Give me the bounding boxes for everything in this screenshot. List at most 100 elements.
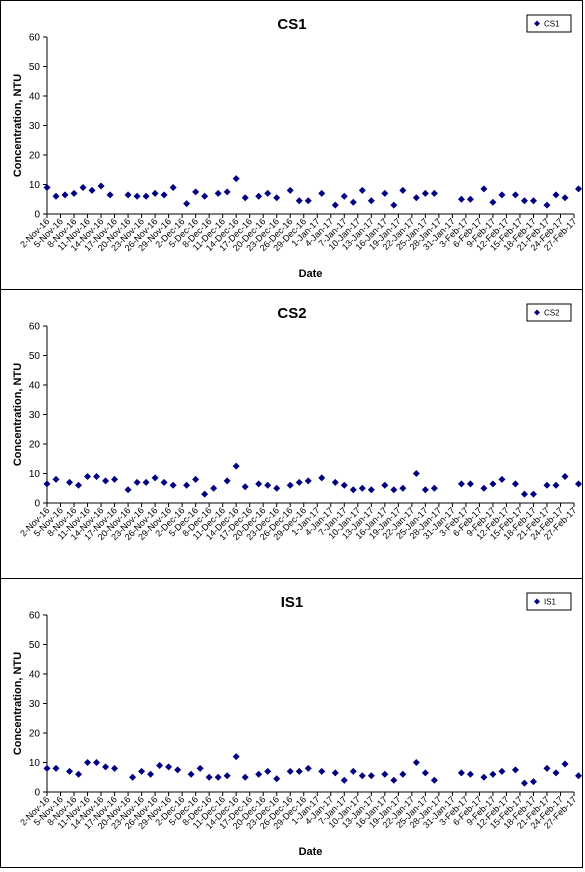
data-point [201, 192, 209, 200]
data-point [367, 197, 375, 205]
data-point [480, 773, 488, 781]
data-point [349, 486, 357, 494]
legend-label: CS2 [544, 309, 560, 318]
data-point [133, 192, 141, 200]
data-point [318, 474, 326, 482]
y-tick-label: 40 [29, 92, 41, 103]
data-point [529, 778, 537, 786]
data-point [358, 484, 366, 492]
data-point [223, 188, 231, 196]
data-point [138, 767, 146, 775]
data-point [223, 477, 231, 485]
data-point [430, 484, 438, 492]
data-point [304, 197, 312, 205]
data-point [75, 770, 83, 778]
data-point [331, 769, 339, 777]
data-point [304, 764, 312, 772]
data-point [201, 490, 209, 498]
data-point [88, 186, 96, 194]
data-point [381, 770, 389, 778]
data-point [430, 189, 438, 197]
data-point [97, 182, 105, 190]
y-axis-title: Concentration, NTU [12, 652, 24, 755]
x-axis-title: Date [299, 268, 323, 280]
y-tick-label: 40 [29, 670, 41, 681]
y-tick-label: 10 [29, 758, 41, 769]
data-point [489, 770, 497, 778]
data-point [264, 767, 272, 775]
data-point [223, 772, 231, 780]
data-point [129, 773, 137, 781]
y-tick-label: 30 [29, 699, 41, 710]
data-point [349, 198, 357, 206]
data-point [66, 767, 74, 775]
data-point [318, 767, 326, 775]
data-point [165, 763, 173, 771]
data-point [367, 486, 375, 494]
data-point [399, 186, 407, 194]
data-point [75, 481, 83, 489]
data-point [331, 201, 339, 209]
data-point [70, 189, 78, 197]
data-point [466, 770, 474, 778]
data-point [381, 189, 389, 197]
data-point [84, 472, 92, 480]
chart-cs2: CS201020304050602-Nov-165-Nov-168-Nov-16… [12, 303, 583, 542]
data-point [304, 477, 312, 485]
data-point [552, 481, 560, 489]
data-point [264, 189, 272, 197]
data-point [498, 475, 506, 483]
data-point [561, 472, 569, 480]
data-point [498, 767, 506, 775]
data-point [543, 201, 551, 209]
y-tick-label: 0 [34, 210, 40, 221]
data-point [421, 769, 429, 777]
y-axis-title: Concentration, NTU [12, 74, 24, 177]
data-point [399, 770, 407, 778]
data-point [529, 197, 537, 205]
data-point [552, 191, 560, 199]
data-point [489, 480, 497, 488]
data-point [183, 200, 191, 208]
data-point [273, 775, 281, 783]
y-tick-label: 60 [29, 611, 41, 622]
data-point [111, 764, 119, 772]
data-point [286, 481, 294, 489]
data-point [183, 481, 191, 489]
data-point [575, 772, 583, 780]
data-point [255, 480, 263, 488]
data-point [102, 477, 110, 485]
chart-panel-cs1: CS1 0 10 20 30 40 50 60 2-Nov-16 5-Nov-16 8-Nov-16… [0, 0, 583, 290]
data-point [160, 478, 168, 486]
chart-is1: IS101020304050602-Nov-165-Nov-168-Nov-16… [12, 592, 583, 858]
y-tick-label: 10 [29, 180, 41, 191]
data-point [543, 481, 551, 489]
data-point [84, 759, 92, 766]
data-point [196, 764, 204, 772]
data-point [390, 776, 398, 784]
data-point [124, 486, 132, 494]
chart-panel-cs2: CS2 0 10 20 30 40 50 60 2-Nov-16 5-Nov-16 8-Nov-16… [0, 289, 583, 579]
data-point [142, 478, 150, 486]
data-point [106, 191, 114, 199]
data-point [511, 191, 519, 199]
data-point [147, 770, 155, 778]
data-point [210, 484, 218, 492]
legend-box [526, 303, 572, 322]
data-point [466, 480, 474, 488]
legend-marker [534, 309, 540, 316]
data-point [43, 480, 51, 488]
data-point [561, 760, 569, 768]
data-point [430, 776, 438, 784]
data-point [174, 766, 182, 774]
data-point [457, 480, 465, 488]
data-point [552, 769, 560, 777]
data-point [169, 183, 177, 191]
chart-panel-is1: IS1 0 10 20 30 40 50 60 2-Nov-16 5-Nov-16 8-Nov-16… [0, 578, 583, 868]
y-tick-label: 20 [29, 151, 41, 162]
y-tick-label: 20 [29, 440, 41, 451]
data-point [489, 198, 497, 206]
data-point [79, 183, 87, 191]
data-point [457, 769, 465, 777]
data-point [66, 478, 74, 486]
